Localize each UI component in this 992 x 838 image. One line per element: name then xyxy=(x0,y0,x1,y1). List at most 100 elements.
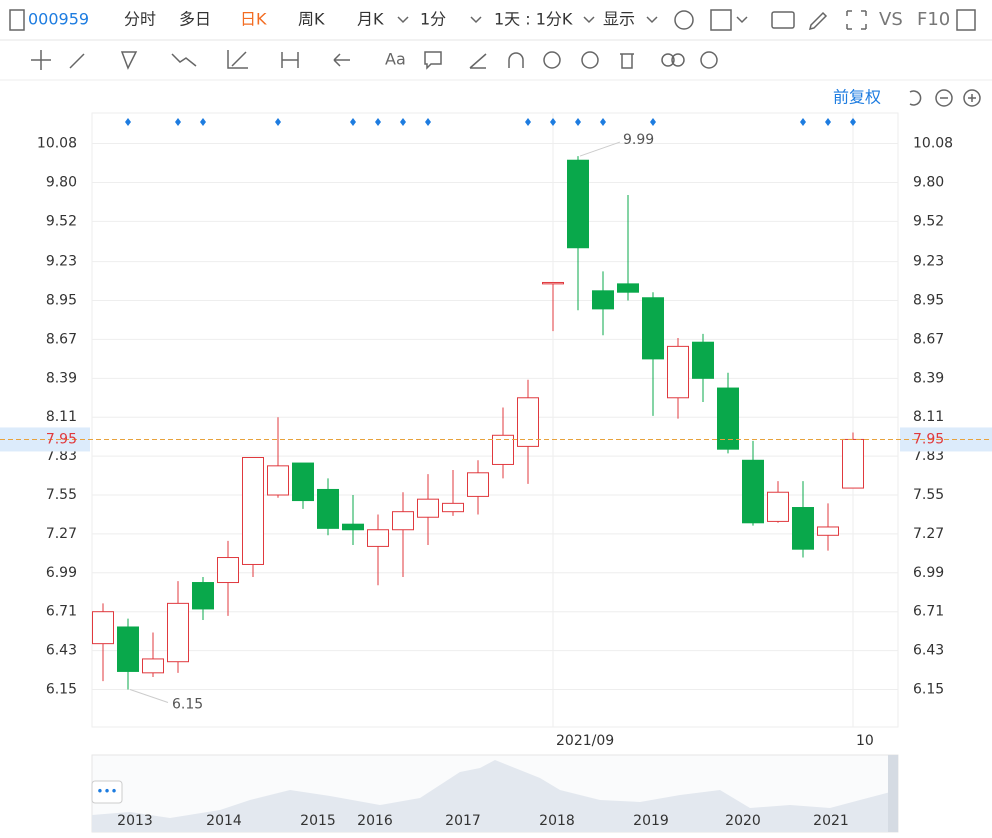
year-label: 2016 xyxy=(357,813,393,829)
y-tick-label: 8.11 xyxy=(46,409,77,425)
chevron xyxy=(646,16,658,24)
candle-body xyxy=(542,281,564,285)
zoom-in[interactable] xyxy=(963,89,981,107)
candle-body xyxy=(767,491,789,522)
y2-tick-label: 8.11 xyxy=(913,409,944,425)
navigator-years: 2013 2014 2015 2016 2017 2018 2019 2020 2021 xyxy=(117,813,849,829)
y2-tick-label: 6.99 xyxy=(913,565,944,581)
candle-body xyxy=(842,438,864,489)
candle-body xyxy=(817,526,839,536)
more-icon: ••• xyxy=(96,785,117,799)
year-label: 2018 xyxy=(539,813,575,829)
undo-icon[interactable] xyxy=(909,90,922,106)
tab[interactable]: 周K xyxy=(298,10,325,29)
y-tick-label: 9.52 xyxy=(46,213,77,229)
chevron xyxy=(397,16,409,24)
panel-icon[interactable] xyxy=(956,9,976,31)
candle-body xyxy=(592,290,614,310)
y-tick-label: 6.15 xyxy=(46,681,77,697)
chevron xyxy=(583,16,595,24)
navigator-handle[interactable] xyxy=(888,755,898,832)
tab[interactable]: 分时 xyxy=(124,10,156,29)
y2-tick-label: 6.71 xyxy=(913,604,944,620)
year-label: 2017 xyxy=(445,813,481,829)
y-tick-label: 7.55 xyxy=(46,487,77,503)
plot: 10.08 10.08 9.80 9.80 9.52 9.52 9.23 9.23 8.95 8.… xyxy=(0,112,992,749)
tab-active[interactable]: 日K xyxy=(240,10,267,29)
pencil-icon[interactable] xyxy=(808,11,828,31)
f10-button[interactable]: F10 xyxy=(917,9,950,30)
x-tick-label: 2021/09 xyxy=(556,733,614,749)
y-tick-label: 9.80 xyxy=(46,174,77,190)
y2-tick-label: 7.83 xyxy=(913,448,944,464)
chevron xyxy=(470,16,482,24)
y-tick-label: 8.95 xyxy=(46,293,77,309)
x-tick-label: 10 xyxy=(856,733,874,749)
candle-body xyxy=(517,397,539,447)
candle-body xyxy=(117,626,139,672)
plot-frame xyxy=(91,112,899,728)
year-label: 2013 xyxy=(117,813,153,829)
more-button[interactable] xyxy=(91,780,123,804)
candle-body xyxy=(217,557,239,584)
last-price-left: 7.95 xyxy=(46,431,77,447)
candle-body xyxy=(392,511,414,531)
candle-body xyxy=(242,457,264,565)
fullscreen-icon[interactable] xyxy=(846,10,867,30)
max-leader xyxy=(579,141,621,157)
candle-body xyxy=(92,611,114,645)
navigator-area xyxy=(92,760,898,832)
tab[interactable]: 月K xyxy=(357,10,384,29)
candle-body xyxy=(292,462,314,502)
year-label: 2021 xyxy=(813,813,849,829)
y-tick-label: 8.39 xyxy=(46,370,77,386)
tab[interactable]: 1天 : 1分K xyxy=(494,10,573,29)
last-price-right: 7.95 xyxy=(913,431,944,447)
candle-body xyxy=(642,297,664,360)
candle-body xyxy=(617,283,639,293)
settings-icon[interactable] xyxy=(674,10,694,30)
stock-code[interactable]: 000959 xyxy=(28,10,89,29)
y-tick-label: 7.27 xyxy=(46,526,77,542)
y-tick-label: 6.99 xyxy=(46,565,77,581)
candle-body xyxy=(417,498,439,518)
color-icon[interactable] xyxy=(710,9,732,31)
y2-tick-label: 6.43 xyxy=(913,643,944,659)
max-label: 9.99 xyxy=(623,132,654,148)
toolbar: 000959 分时 多日 日K 周K 月K 1分 1天 : 1分K 显示 VS … xyxy=(0,9,992,107)
vs-button[interactable]: VS xyxy=(879,9,903,30)
tab[interactable]: 1分 xyxy=(420,10,446,29)
candle-body xyxy=(317,488,339,529)
candle-body xyxy=(742,459,764,524)
candle-body xyxy=(792,507,814,550)
candle-body xyxy=(467,472,489,497)
y-tick-label: 9.23 xyxy=(46,254,77,270)
tab[interactable]: 多日 xyxy=(179,10,211,29)
min-label: 6.15 xyxy=(172,696,203,712)
y-tick-label: 10.08 xyxy=(37,136,77,152)
candle-body xyxy=(492,434,514,465)
y2-tick-label: 9.52 xyxy=(913,213,944,229)
y2-tick-label: 9.23 xyxy=(913,254,944,270)
adjust-button[interactable]: 前复权 xyxy=(833,88,881,107)
y2-tick-label: 7.55 xyxy=(913,487,944,503)
tab[interactable]: 显示 xyxy=(603,10,635,29)
draw-tools[interactable] xyxy=(31,50,718,70)
y-tick-label: 8.67 xyxy=(46,331,77,347)
zoom-out[interactable] xyxy=(935,89,953,107)
candle-body xyxy=(192,582,214,610)
y-tick-label: 7.83 xyxy=(46,448,77,464)
font-icon[interactable]: Aa xyxy=(385,50,406,69)
y2-tick-label: 8.39 xyxy=(913,370,944,386)
candle-body xyxy=(692,341,714,379)
candle-body xyxy=(667,345,689,399)
year-label: 2020 xyxy=(725,813,761,829)
camera-icon[interactable] xyxy=(771,11,795,29)
min-leader xyxy=(129,689,169,703)
navigator: ••• 2013 2014 2015 2016 2017 2018 2019 2020 2021 xyxy=(91,754,899,833)
candle-body xyxy=(367,529,389,547)
panel-toggle[interactable] xyxy=(9,9,25,31)
y-tick-label: 6.71 xyxy=(46,604,77,620)
year-label: 2015 xyxy=(300,813,336,829)
